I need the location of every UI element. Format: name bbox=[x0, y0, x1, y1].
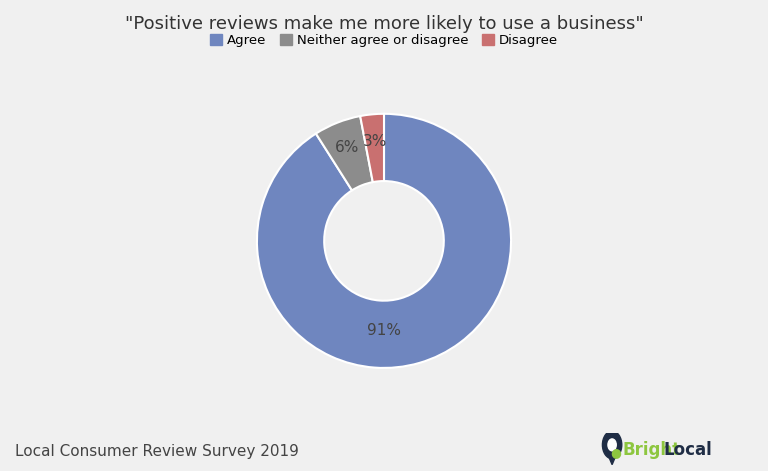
Text: Local: Local bbox=[664, 441, 712, 459]
Circle shape bbox=[608, 439, 616, 451]
Wedge shape bbox=[360, 114, 384, 182]
Text: Bright: Bright bbox=[622, 441, 680, 459]
Title: "Positive reviews make me more likely to use a business": "Positive reviews make me more likely to… bbox=[124, 15, 644, 33]
Text: 6%: 6% bbox=[335, 140, 359, 155]
Text: ●: ● bbox=[611, 446, 621, 459]
Text: 91%: 91% bbox=[367, 323, 401, 338]
Text: Local Consumer Review Survey 2019: Local Consumer Review Survey 2019 bbox=[15, 444, 300, 459]
Wedge shape bbox=[257, 114, 511, 368]
Polygon shape bbox=[608, 455, 616, 464]
Text: 3%: 3% bbox=[362, 134, 387, 149]
Circle shape bbox=[602, 431, 622, 459]
Legend: Agree, Neither agree or disagree, Disagree: Agree, Neither agree or disagree, Disagr… bbox=[210, 34, 558, 48]
Wedge shape bbox=[316, 116, 372, 190]
